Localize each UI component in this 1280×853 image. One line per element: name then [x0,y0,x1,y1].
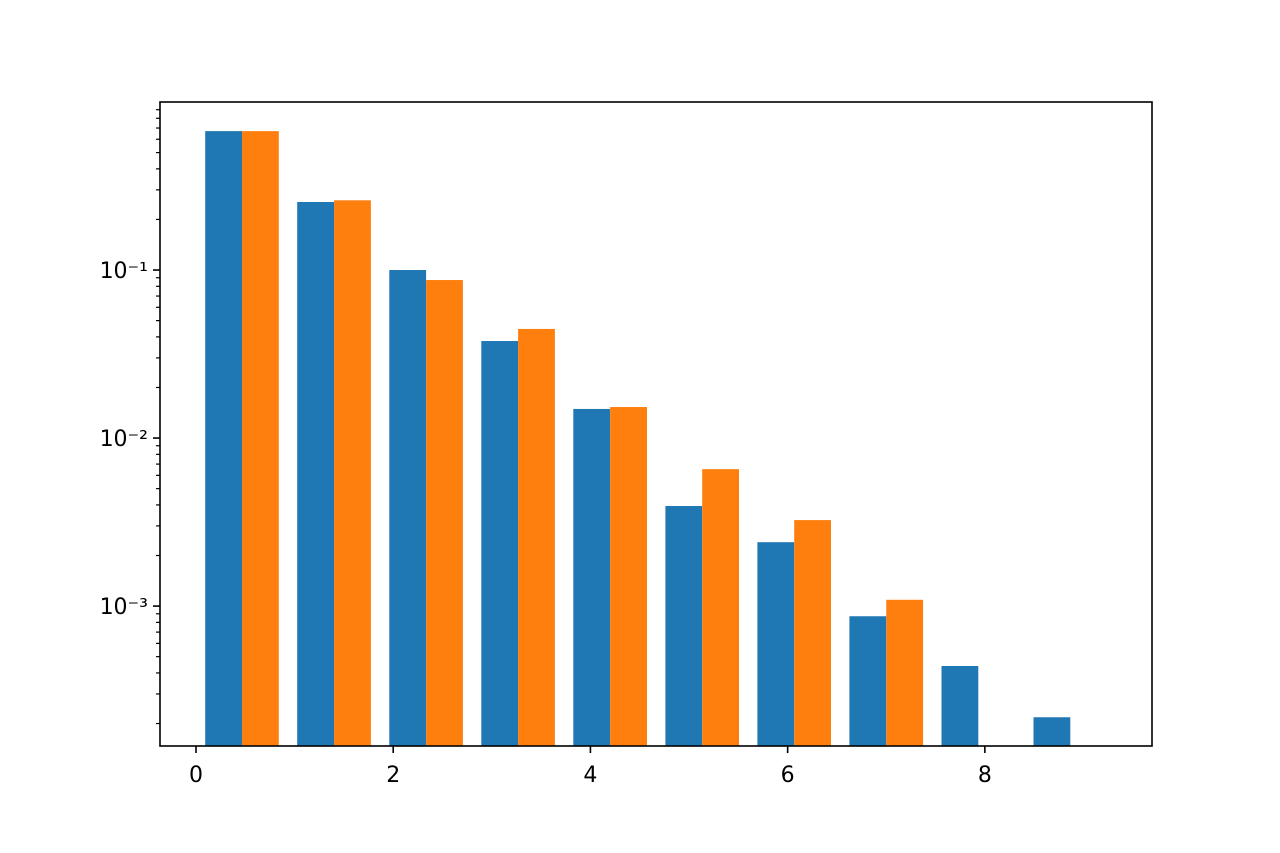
bar [757,542,795,746]
bar [205,131,242,747]
bar [886,599,924,746]
bar [241,131,279,747]
bar [481,341,519,746]
bar [334,200,371,747]
bar [794,520,832,746]
bar [297,202,335,747]
bar [610,407,647,746]
bar [573,408,611,746]
x-tick-label: 6 [781,763,795,788]
y-tick-label: 10⁻³ [100,595,148,620]
x-tick-label: 0 [189,763,203,788]
plot-frame [159,101,1153,747]
bar [849,616,887,746]
bar [1033,717,1071,746]
x-tick-label: 2 [386,763,400,788]
x-tick-label: 4 [583,763,597,788]
x-tick-label: 8 [978,763,992,788]
bar [702,469,739,746]
bar [426,280,463,746]
y-tick-label: 10⁻² [100,427,148,452]
y-tick-label: 10⁻¹ [100,259,148,284]
bar [518,328,555,746]
bar [389,270,427,746]
bar [665,506,703,746]
bar [941,665,979,746]
